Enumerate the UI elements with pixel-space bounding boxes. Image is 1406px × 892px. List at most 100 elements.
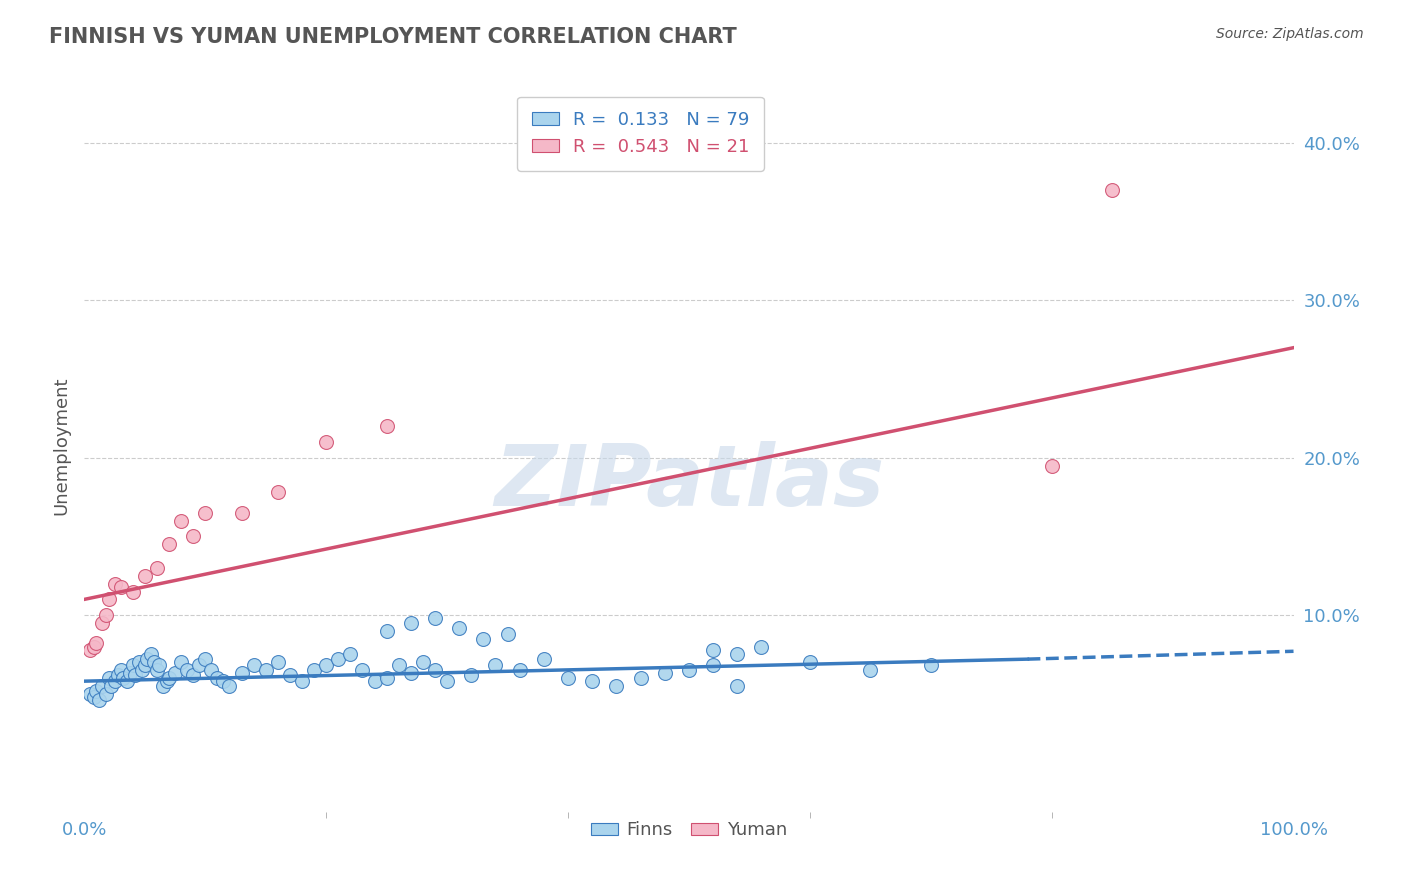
Point	[725, 679, 748, 693]
Point	[375, 671, 398, 685]
Point	[87, 693, 110, 707]
Point	[472, 632, 495, 646]
Point	[231, 506, 253, 520]
Point	[139, 648, 162, 662]
Point	[1040, 458, 1063, 473]
Point	[799, 655, 821, 669]
Point	[254, 663, 277, 677]
Point	[859, 663, 882, 677]
Point	[131, 663, 153, 677]
Point	[412, 655, 434, 669]
Point	[751, 640, 773, 654]
Point	[188, 658, 211, 673]
Point	[496, 627, 519, 641]
Point	[146, 663, 169, 677]
Point	[375, 624, 398, 638]
Point	[231, 666, 253, 681]
Point	[134, 658, 156, 673]
Point	[152, 679, 174, 693]
Point	[278, 668, 301, 682]
Point	[200, 663, 222, 677]
Point	[1101, 183, 1123, 197]
Point	[134, 568, 156, 582]
Point	[725, 648, 748, 662]
Point	[155, 674, 177, 689]
Point	[484, 658, 506, 673]
Point	[328, 652, 350, 666]
Point	[110, 580, 132, 594]
Point	[509, 663, 531, 677]
Point	[630, 671, 652, 685]
Point	[83, 690, 105, 704]
Point	[86, 636, 108, 650]
Point	[170, 514, 193, 528]
Point	[399, 666, 422, 681]
Point	[920, 658, 942, 673]
Point	[170, 655, 193, 669]
Point	[91, 615, 114, 630]
Y-axis label: Unemployment: Unemployment	[52, 376, 70, 516]
Point	[176, 663, 198, 677]
Point	[352, 663, 374, 677]
Point	[128, 655, 150, 669]
Point	[315, 658, 337, 673]
Point	[97, 671, 120, 685]
Text: ZIPatlas: ZIPatlas	[494, 441, 884, 524]
Point	[399, 615, 422, 630]
Point	[104, 576, 127, 591]
Point	[121, 584, 143, 599]
Point	[181, 529, 204, 543]
Point	[423, 611, 446, 625]
Point	[157, 671, 180, 685]
Point	[388, 658, 411, 673]
Point	[112, 671, 135, 685]
Point	[121, 658, 143, 673]
Point	[363, 674, 385, 689]
Point	[339, 648, 361, 662]
Point	[143, 655, 166, 669]
Point	[702, 658, 724, 673]
Legend: Finns, Yuman: Finns, Yuman	[583, 814, 794, 847]
Point	[136, 652, 159, 666]
Point	[165, 666, 187, 681]
Point	[194, 652, 217, 666]
Point	[242, 658, 264, 673]
Point	[375, 419, 398, 434]
Point	[212, 674, 235, 689]
Point	[302, 663, 325, 677]
Point	[107, 668, 129, 682]
Text: FINNISH VS YUMAN UNEMPLOYMENT CORRELATION CHART: FINNISH VS YUMAN UNEMPLOYMENT CORRELATIO…	[49, 27, 737, 46]
Point	[702, 642, 724, 657]
Point	[146, 561, 169, 575]
Point	[218, 679, 240, 693]
Point	[115, 674, 138, 689]
Point	[120, 666, 142, 681]
Point	[91, 679, 114, 693]
Point	[94, 687, 117, 701]
Point	[104, 674, 127, 689]
Point	[157, 537, 180, 551]
Point	[79, 687, 101, 701]
Point	[207, 671, 229, 685]
Point	[533, 652, 555, 666]
Point	[654, 666, 676, 681]
Point	[449, 621, 471, 635]
Point	[291, 674, 314, 689]
Point	[124, 668, 146, 682]
Point	[315, 435, 337, 450]
Point	[436, 674, 458, 689]
Point	[267, 485, 290, 500]
Point	[110, 663, 132, 677]
Point	[148, 658, 170, 673]
Point	[194, 506, 217, 520]
Text: Source: ZipAtlas.com: Source: ZipAtlas.com	[1216, 27, 1364, 41]
Point	[557, 671, 579, 685]
Point	[97, 592, 120, 607]
Point	[581, 674, 603, 689]
Point	[100, 679, 122, 693]
Point	[423, 663, 446, 677]
Point	[86, 683, 108, 698]
Point	[460, 668, 482, 682]
Point	[83, 640, 105, 654]
Point	[94, 608, 117, 623]
